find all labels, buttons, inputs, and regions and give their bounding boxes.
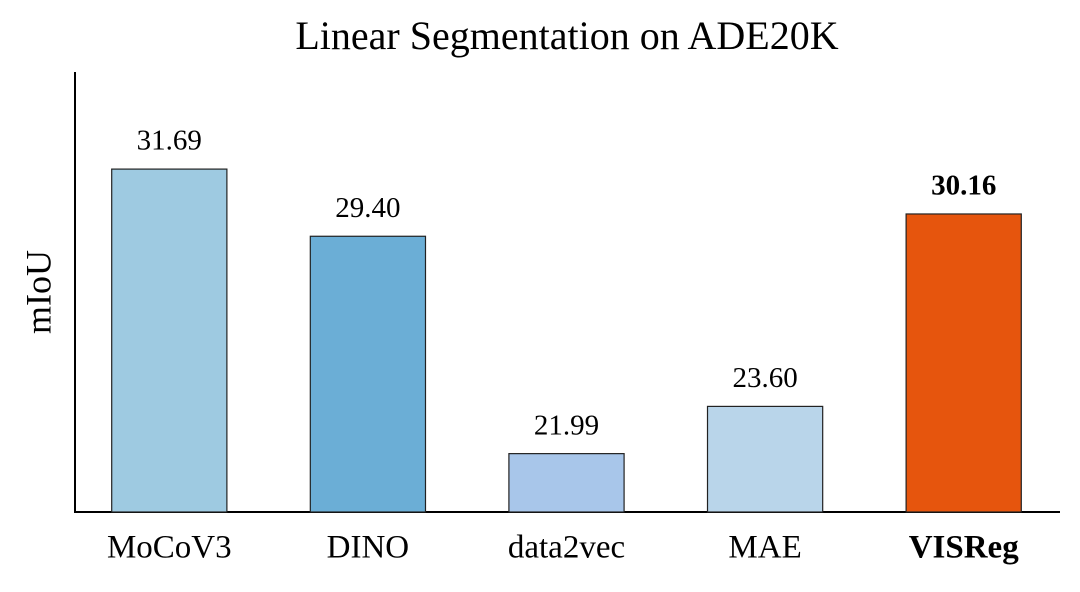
value-label: 23.60 (732, 362, 797, 394)
bar (309, 235, 427, 513)
y-axis-label: mIoU (18, 250, 58, 334)
value-label: 30.16 (931, 170, 996, 202)
bar (706, 405, 824, 513)
x-tick-label: DINO (327, 530, 409, 566)
chart-title: Linear Segmentation on ADE20K (295, 13, 838, 58)
value-label: 29.40 (335, 192, 400, 224)
x-tick-label: VISReg (909, 530, 1020, 566)
bar (111, 168, 228, 513)
bar (508, 453, 625, 513)
bar (905, 213, 1022, 513)
x-tick-label: MoCoV3 (107, 530, 232, 566)
value-label: 31.69 (137, 125, 202, 157)
x-tick-label: MAE (728, 530, 801, 566)
x-tick-label: data2vec (508, 530, 625, 566)
value-label: 21.99 (534, 409, 599, 441)
